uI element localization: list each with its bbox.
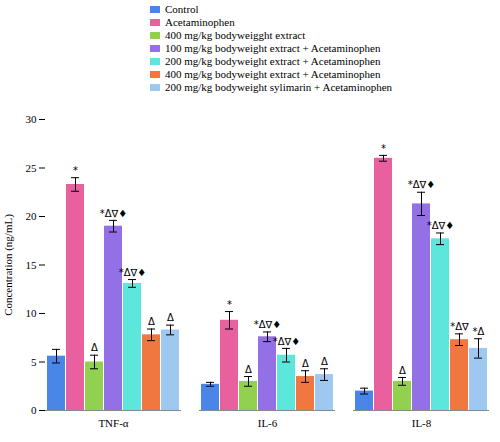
html-text:400 mg/kg bodyweight extract +: 400 mg/kg bodyweight extract + Acetamino…	[165, 68, 381, 80]
svg-text:25: 25	[26, 162, 38, 174]
svg-text:Δ: Δ	[167, 312, 174, 323]
svg-text:IL-8: IL-8	[412, 417, 432, 429]
svg-text:5: 5	[31, 356, 37, 368]
html-text:Control: Control	[165, 3, 199, 15]
html-text:100 mg/kg bodyweight extract +: 100 mg/kg bodyweight extract + Acetamino…	[165, 42, 381, 54]
svg-text:30: 30	[26, 113, 38, 125]
svg-text:*: *	[227, 299, 232, 310]
svg-text:*Δ: *Δ	[473, 326, 485, 337]
svg-text:*Δ∇: *Δ∇	[450, 321, 469, 332]
svg-text:0: 0	[31, 404, 37, 416]
svg-text:10: 10	[26, 307, 38, 319]
html-text:200 mg/kg bodyweight sylimarin: 200 mg/kg bodyweight sylimarin + Acetami…	[165, 81, 393, 93]
svg-text:*Δ∇♦: *Δ∇♦	[273, 336, 301, 347]
svg-text:Δ: Δ	[399, 365, 406, 376]
svg-text:TNF-α: TNF-α	[98, 417, 128, 429]
svg-text:Concentration (ng/mL): Concentration (ng/mL)	[2, 214, 15, 316]
svg-text:Δ: Δ	[302, 358, 309, 369]
svg-text:*Δ∇♦: *Δ∇♦	[408, 179, 436, 190]
svg-text:Δ: Δ	[321, 356, 328, 367]
svg-text:*: *	[381, 143, 386, 154]
svg-text:*Δ∇♦: *Δ∇♦	[119, 267, 147, 278]
html-text:200 mg/kg bodyweight extract +: 200 mg/kg bodyweight extract + Acetamino…	[165, 55, 381, 67]
html-text:400 mg/kg bodyweigght extract: 400 mg/kg bodyweigght extract	[165, 29, 306, 41]
svg-text:Δ: Δ	[148, 316, 155, 327]
svg-text:20: 20	[26, 210, 38, 222]
svg-text:*Δ∇♦: *Δ∇♦	[254, 319, 282, 330]
svg-text:*Δ∇♦: *Δ∇♦	[427, 220, 455, 231]
svg-text:15: 15	[26, 259, 38, 271]
svg-text:Δ: Δ	[245, 364, 252, 375]
html-text:Acetaminophen: Acetaminophen	[165, 16, 235, 28]
svg-text:*Δ∇♦: *Δ∇♦	[100, 208, 128, 219]
svg-text:Δ: Δ	[91, 342, 98, 353]
svg-text:*: *	[73, 165, 78, 176]
svg-text:IL-6: IL-6	[258, 417, 278, 429]
